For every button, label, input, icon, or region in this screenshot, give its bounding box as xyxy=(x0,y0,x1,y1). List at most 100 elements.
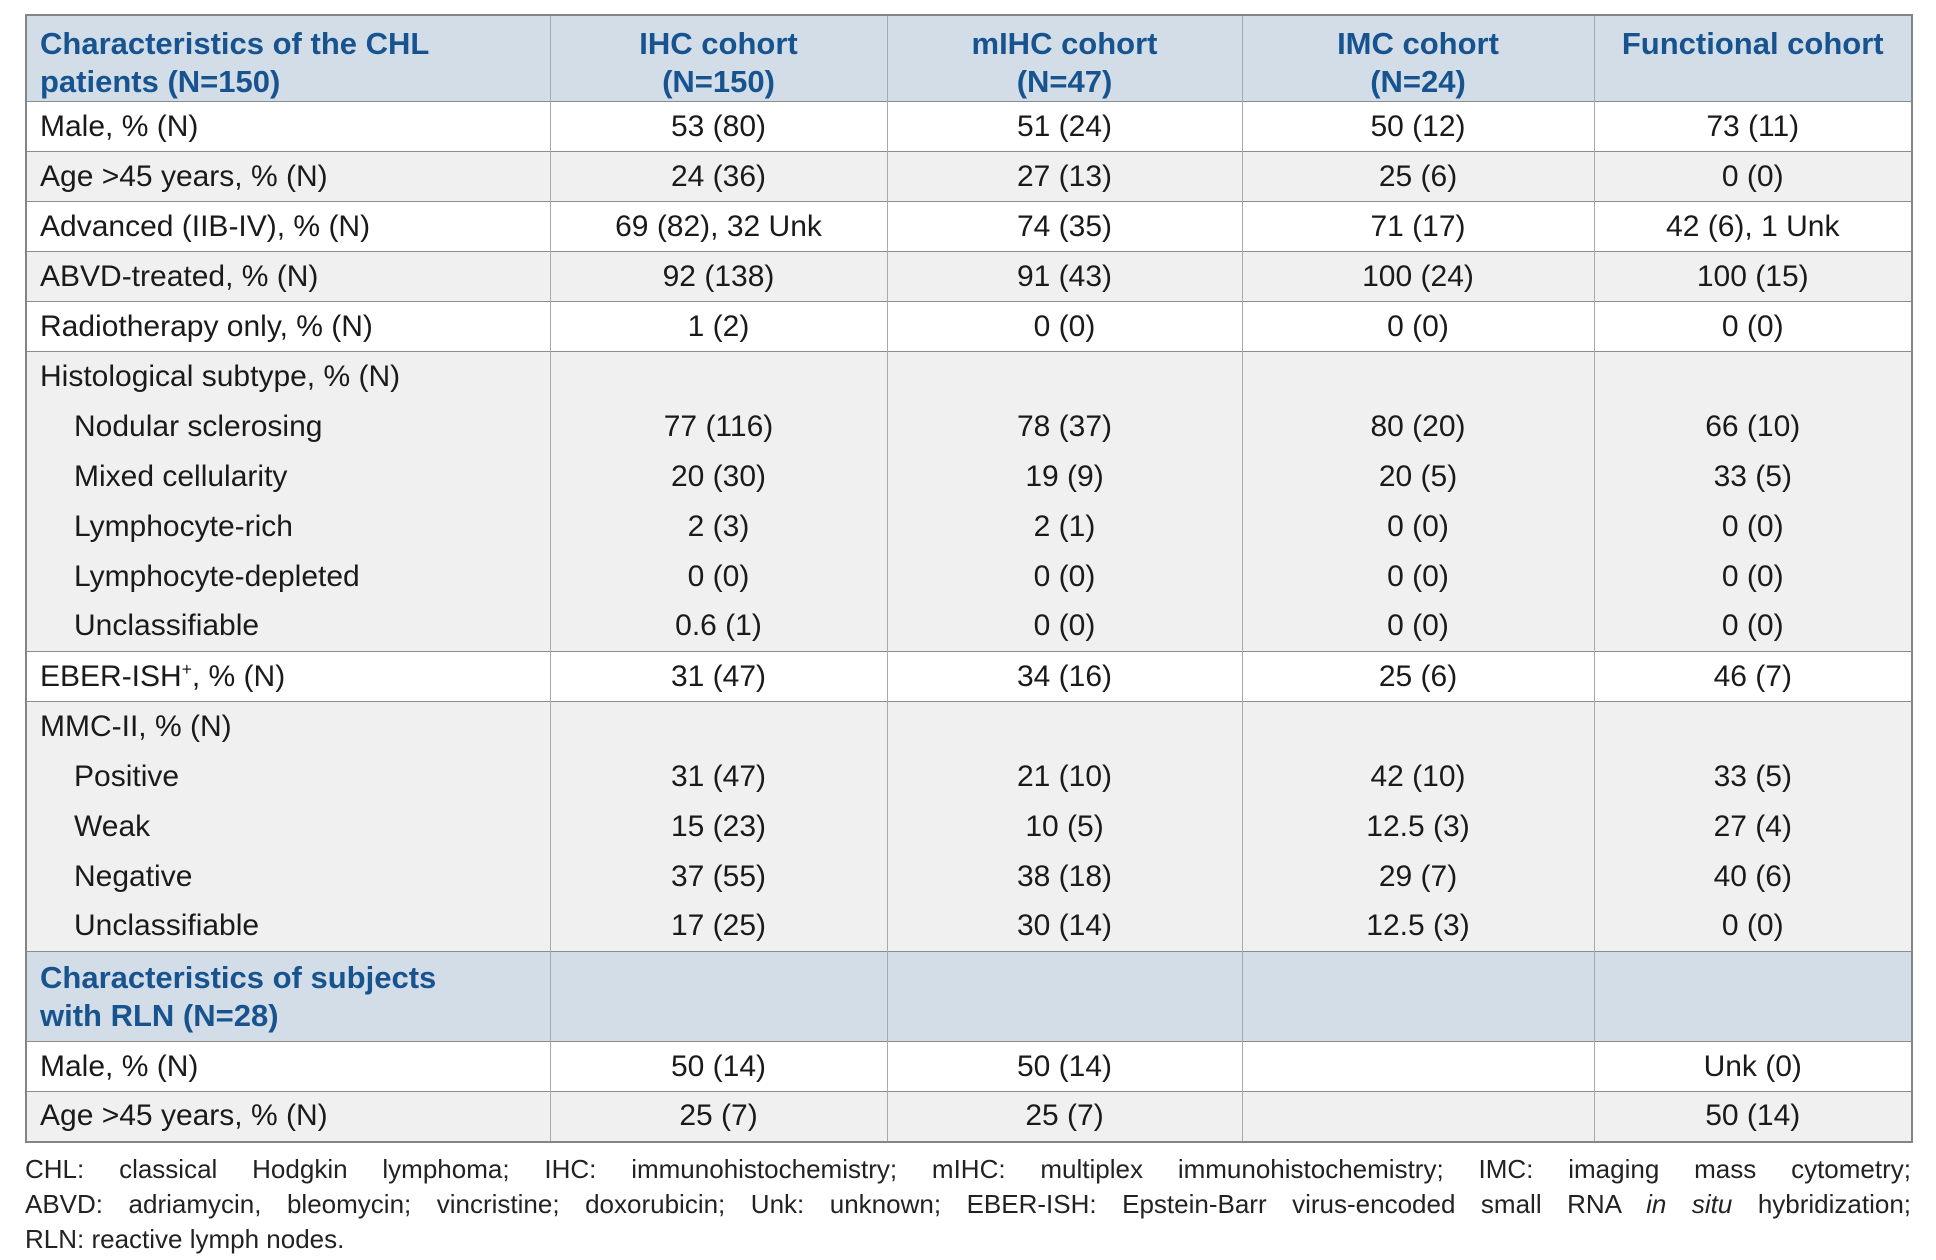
section-header-row: Characteristics of subjects with RLN (N=2… xyxy=(26,951,1912,1042)
table-row: Male, % (N) 50 (14) 50 (14) Unk (0) xyxy=(26,1041,1912,1092)
table-row: Unclassifiable 0.6 (1) 0 (0) 0 (0) 0 (0) xyxy=(26,601,1912,652)
value-cell-col4: 0 (0) xyxy=(1593,601,1912,652)
value-cell-col1 xyxy=(549,701,887,752)
value-cell-col3: 29 (7) xyxy=(1241,851,1594,902)
section-header-line: Characteristics of subjects xyxy=(40,959,437,995)
row-label: Age >45 years, % (N) xyxy=(26,1091,550,1142)
table-row: Age >45 years, % (N) 25 (7) 25 (7) 50 (14) xyxy=(26,1091,1912,1142)
superscript-plus: + xyxy=(181,658,192,679)
value-cell-col2: 38 (18) xyxy=(886,851,1242,902)
row-label: ABVD-treated, % (N) xyxy=(26,251,550,302)
row-label: MMC-II, % (N) xyxy=(26,701,550,752)
value-cell-col1: 69 (82), 32 Unk xyxy=(549,201,887,252)
value-cell-col2: 0 (0) xyxy=(886,301,1242,352)
value-cell-col4: 0 (0) xyxy=(1593,151,1912,202)
value-cell-col1: 31 (47) xyxy=(549,651,887,702)
value-cell-col3 xyxy=(1241,1041,1594,1092)
value-cell-col1: 17 (25) xyxy=(549,901,887,952)
value-cell-col3: 12.5 (3) xyxy=(1241,801,1594,852)
footnote-line2: ABVD: adriamycin, bleomycin; vincristine… xyxy=(25,1187,1911,1222)
value-cell-col4: 50 (14) xyxy=(1593,1091,1912,1142)
value-cell-col4: 66 (10) xyxy=(1593,401,1912,452)
section-header-line: with RLN (N=28) xyxy=(40,997,279,1033)
header-ihc-line2: (N=150) xyxy=(662,64,775,99)
value-cell-col3: 80 (20) xyxy=(1241,401,1594,452)
row-label: Histological subtype, % (N) xyxy=(26,351,550,402)
footnote-line1: CHL: classical Hodgkin lymphoma; IHC: im… xyxy=(25,1154,1911,1184)
row-label: Male, % (N) xyxy=(26,101,550,152)
value-cell-col1: 25 (7) xyxy=(549,1091,887,1142)
value-cell-col1: 37 (55) xyxy=(549,851,887,902)
row-label: Negative xyxy=(26,851,550,902)
value-cell-col3 xyxy=(1241,701,1594,752)
value-cell-col3: 0 (0) xyxy=(1241,301,1594,352)
value-cell-col3 xyxy=(1241,1091,1594,1142)
row-label: Unclassifiable xyxy=(26,601,550,652)
table-row: Nodular sclerosing 77 (116) 78 (37) 80 (20)… xyxy=(26,401,1912,452)
value-cell-col3: 50 (12) xyxy=(1241,101,1594,152)
footnote-line3: RLN: reactive lymph nodes. xyxy=(25,1224,345,1254)
header-row: Characteristics of the CHL patients (N=1… xyxy=(26,15,1912,102)
characteristics-table: Characteristics of the CHL patients (N=1… xyxy=(25,14,1913,1143)
table-row: Male, % (N) 53 (80) 51 (24) 50 (12) 73 (11) xyxy=(26,101,1912,152)
value-cell-col2: 51 (24) xyxy=(886,101,1242,152)
row-label: Lymphocyte-rich xyxy=(26,501,550,552)
row-label: Mixed cellularity xyxy=(26,451,550,502)
table-row: Unclassifiable 17 (25) 30 (14) 12.5 (3) 0 (0… xyxy=(26,901,1912,952)
value-cell-col2: 0 (0) xyxy=(886,551,1242,602)
table-row: Positive 31 (47) 21 (10) 42 (10) 33 (5) xyxy=(26,751,1912,802)
table-row: ABVD-treated, % (N) 92 (138) 91 (43) 100 (2… xyxy=(26,251,1912,302)
characteristics-table-wrap: Characteristics of the CHL patients (N=1… xyxy=(25,14,1913,1143)
value-cell-col2: 19 (9) xyxy=(886,451,1242,502)
row-label: EBER-ISH+, % (N) xyxy=(26,651,550,702)
value-cell-col1: 92 (138) xyxy=(549,251,887,302)
header-mihc-line2: (N=47) xyxy=(1016,64,1113,99)
value-cell-col2: 10 (5) xyxy=(886,801,1242,852)
value-cell-col4: 46 (7) xyxy=(1593,651,1912,702)
value-cell-col3: 42 (10) xyxy=(1241,751,1594,802)
value-cell-col4: 0 (0) xyxy=(1593,301,1912,352)
value-cell-col4 xyxy=(1593,701,1912,752)
row-label: Unclassifiable xyxy=(26,901,550,952)
footnote: CHL: classical Hodgkin lymphoma; IHC: im… xyxy=(25,1152,1911,1257)
value-cell-col3: 71 (17) xyxy=(1241,201,1594,252)
value-cell-col4: 27 (4) xyxy=(1593,801,1912,852)
value-cell-col3: 0 (0) xyxy=(1241,601,1594,652)
value-cell-col4: 33 (5) xyxy=(1593,451,1912,502)
value-cell-col2: 2 (1) xyxy=(886,501,1242,552)
section-empty-cell xyxy=(1241,951,1594,1042)
value-cell-col3: 0 (0) xyxy=(1241,501,1594,552)
header-imc-line1: IMC cohort xyxy=(1337,26,1499,61)
value-cell-col1 xyxy=(549,351,887,402)
table-row: Age >45 years, % (N) 24 (36) 27 (13) 25 (6)… xyxy=(26,151,1912,202)
value-cell-col2: 0 (0) xyxy=(886,601,1242,652)
value-cell-col1: 77 (116) xyxy=(549,401,887,452)
value-cell-col1: 15 (23) xyxy=(549,801,887,852)
table-row: Lymphocyte-rich 2 (3) 2 (1) 0 (0) 0 (0) xyxy=(26,501,1912,552)
value-cell-col4: 0 (0) xyxy=(1593,551,1912,602)
header-ihc-line1: IHC cohort xyxy=(639,26,798,61)
value-cell-col3: 25 (6) xyxy=(1241,651,1594,702)
value-cell-col1: 0 (0) xyxy=(549,551,887,602)
header-mihc-line1: mIHC cohort xyxy=(971,26,1158,61)
section-empty-cell xyxy=(886,951,1242,1042)
row-label: Positive xyxy=(26,751,550,802)
row-label: Age >45 years, % (N) xyxy=(26,151,550,202)
value-cell-col2: 27 (13) xyxy=(886,151,1242,202)
value-cell-col4: 73 (11) xyxy=(1593,101,1912,152)
value-cell-col2 xyxy=(886,701,1242,752)
value-cell-col2: 91 (43) xyxy=(886,251,1242,302)
header-characteristics-line1: Characteristics of the CHL xyxy=(40,26,430,61)
value-cell-col4: 100 (15) xyxy=(1593,251,1912,302)
value-cell-col1: 20 (30) xyxy=(549,451,887,502)
header-functional-line1: Functional cohort xyxy=(1621,26,1884,61)
value-cell-col1: 31 (47) xyxy=(549,751,887,802)
footnote-line2-text-pre: ABVD: adriamycin, bleomycin; vincristine… xyxy=(25,1189,1647,1219)
value-cell-col2: 74 (35) xyxy=(886,201,1242,252)
value-cell-col2: 30 (14) xyxy=(886,901,1242,952)
table-row: EBER-ISH+, % (N) 31 (47) 34 (16) 25 (6) 46 (… xyxy=(26,651,1912,702)
table-header: Characteristics of the CHL patients (N=1… xyxy=(26,15,1912,102)
value-cell-col2: 78 (37) xyxy=(886,401,1242,452)
value-cell-col3: 25 (6) xyxy=(1241,151,1594,202)
table-row: Advanced (IIB-IV), % (N) 69 (82), 32 Unk 7… xyxy=(26,201,1912,252)
